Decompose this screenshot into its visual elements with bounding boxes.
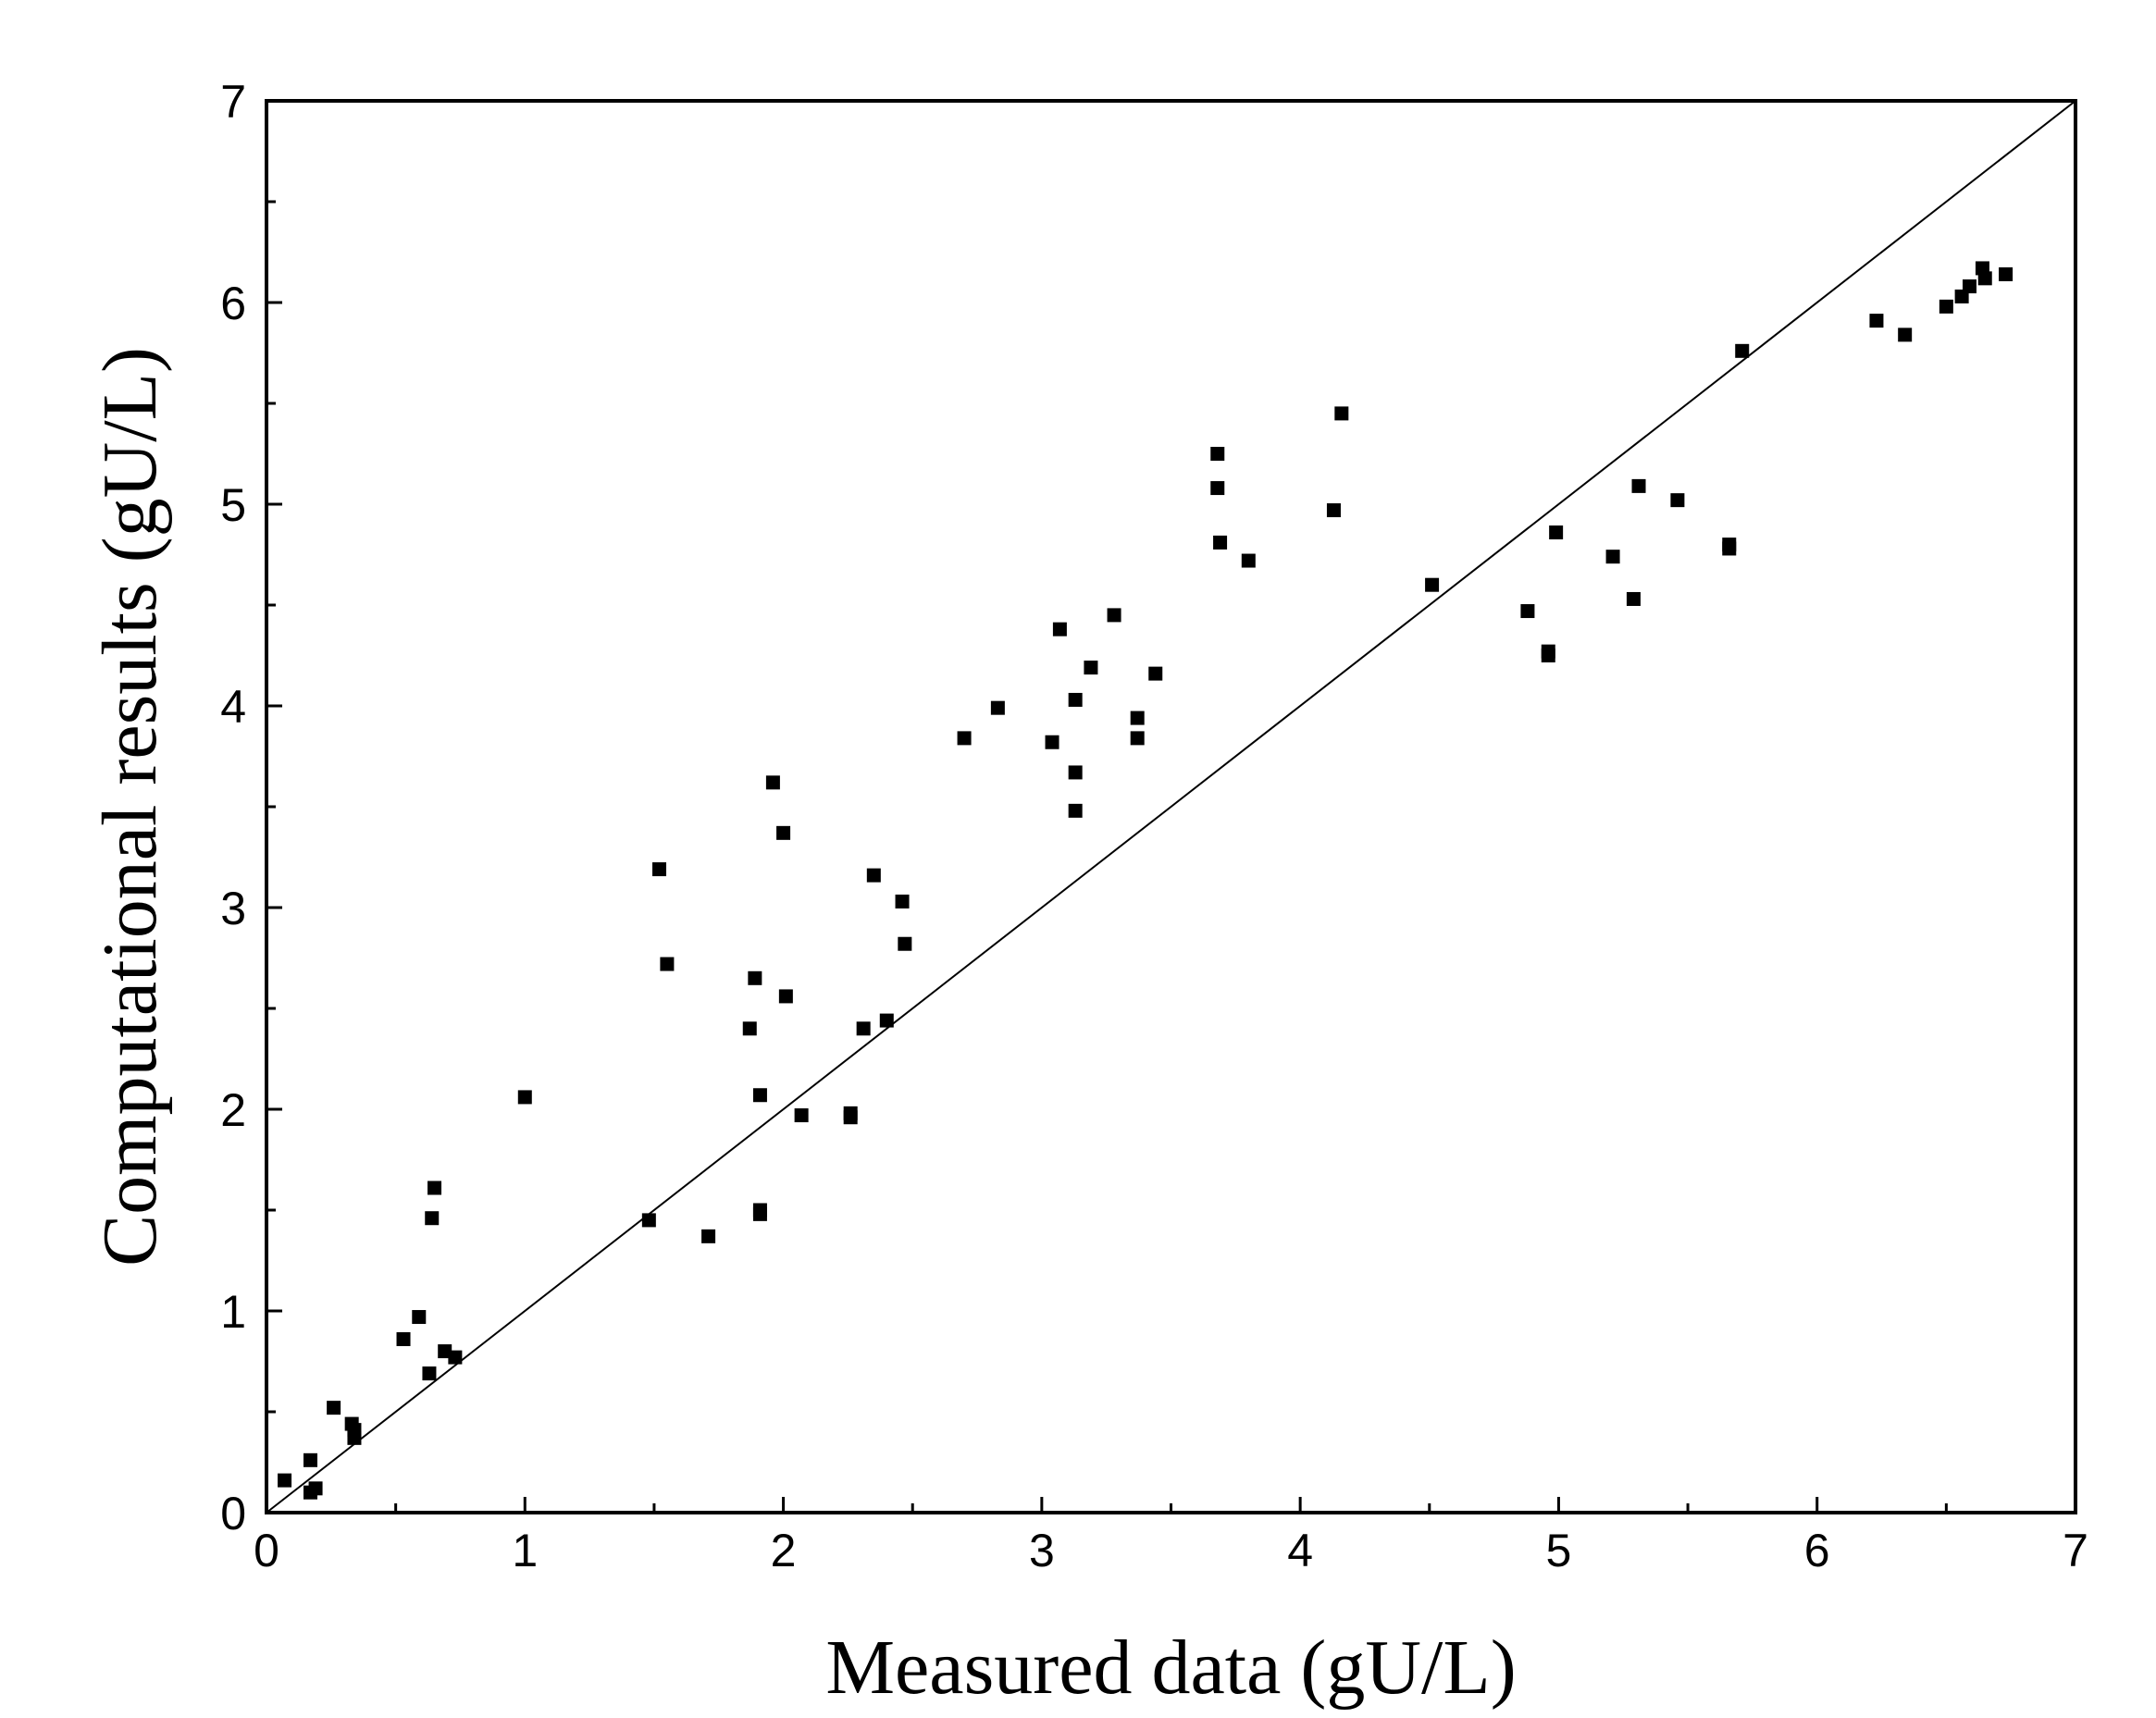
data-point (652, 862, 667, 877)
data-point (1898, 328, 1913, 342)
data-point (1549, 525, 1564, 540)
data-point (1068, 765, 1083, 780)
x-tick-label: 5 (1546, 1525, 1572, 1576)
data-point (1626, 591, 1641, 606)
data-point (517, 1090, 532, 1105)
data-point (1735, 343, 1750, 358)
data-point (1977, 271, 1992, 286)
data-point (427, 1180, 442, 1195)
data-point (701, 1229, 716, 1243)
y-tick-label: 2 (220, 1084, 246, 1136)
data-point (742, 1021, 757, 1036)
data-point (1130, 711, 1145, 725)
data-point (1210, 481, 1225, 496)
data-point (1520, 604, 1535, 619)
data-point (1999, 266, 2014, 281)
data-point (990, 700, 1005, 715)
data-point (412, 1310, 427, 1325)
data-point (1241, 553, 1256, 568)
data-point (422, 1366, 437, 1381)
data-points-layer (278, 261, 2014, 1500)
data-point (278, 1473, 292, 1488)
data-point (1068, 803, 1083, 818)
data-point (895, 894, 910, 908)
plot-frame (265, 99, 2077, 1514)
y-tick-label: 5 (220, 479, 246, 531)
y-tick-label: 0 (220, 1488, 246, 1539)
y-axis-title: Computational results (gU/L) (87, 347, 173, 1267)
data-point (1722, 541, 1737, 556)
data-point (1210, 447, 1225, 461)
data-point (957, 731, 972, 746)
data-point (898, 936, 912, 951)
axis-ticks-layer: 0 1 2 3 4 5 6 7 0 1 2 3 4 5 6 7 (220, 76, 2088, 1576)
data-point (752, 1088, 767, 1103)
data-point (748, 970, 762, 985)
x-tick-label: 2 (771, 1525, 797, 1576)
data-point (1631, 478, 1646, 493)
y-tick-label: 7 (220, 76, 246, 128)
data-point (1068, 692, 1083, 707)
data-point (308, 1481, 323, 1496)
data-point (1605, 550, 1620, 564)
x-tick-label: 6 (1804, 1525, 1830, 1576)
y-tick-label: 3 (220, 883, 246, 934)
x-tick-label: 4 (1287, 1525, 1313, 1576)
data-point (1213, 535, 1228, 550)
y-tick-label: 4 (220, 681, 246, 733)
data-point (843, 1110, 858, 1125)
y-tick-label: 1 (220, 1286, 246, 1338)
data-point (778, 989, 793, 1004)
data-point (660, 957, 675, 971)
data-point (1962, 279, 1976, 294)
data-point (1939, 299, 1953, 314)
data-point (1148, 666, 1163, 681)
data-point (794, 1108, 809, 1123)
y-tick-label: 6 (220, 278, 246, 329)
x-tick-label: 3 (1029, 1525, 1055, 1576)
data-point (1045, 735, 1059, 749)
data-point (448, 1350, 463, 1365)
data-point (1541, 649, 1555, 662)
x-tick-label: 7 (2063, 1525, 2088, 1576)
data-point (1107, 608, 1121, 623)
data-point (765, 775, 780, 790)
data-point (1130, 731, 1145, 746)
data-point (1052, 622, 1067, 637)
data-point (1425, 577, 1440, 592)
data-point (1326, 503, 1341, 518)
data-point (866, 868, 881, 883)
data-point (396, 1332, 411, 1347)
x-tick-label: 0 (254, 1525, 279, 1576)
data-point (1869, 314, 1884, 328)
data-point (1334, 406, 1349, 421)
data-point (425, 1211, 440, 1226)
data-point (752, 1206, 767, 1221)
reference-line-layer (266, 100, 2076, 1514)
x-tick-label: 1 (512, 1525, 538, 1576)
data-point (1670, 493, 1685, 508)
data-point (327, 1401, 341, 1415)
data-point (303, 1452, 317, 1467)
data-point (641, 1213, 656, 1228)
x-axis-title: Measured data (gU/L) (825, 1625, 1516, 1711)
data-point (1084, 661, 1098, 675)
data-point (856, 1021, 871, 1036)
data-point (347, 1430, 362, 1445)
data-point (879, 1013, 894, 1028)
data-point (776, 825, 791, 840)
identity-reference-line (266, 100, 2076, 1514)
